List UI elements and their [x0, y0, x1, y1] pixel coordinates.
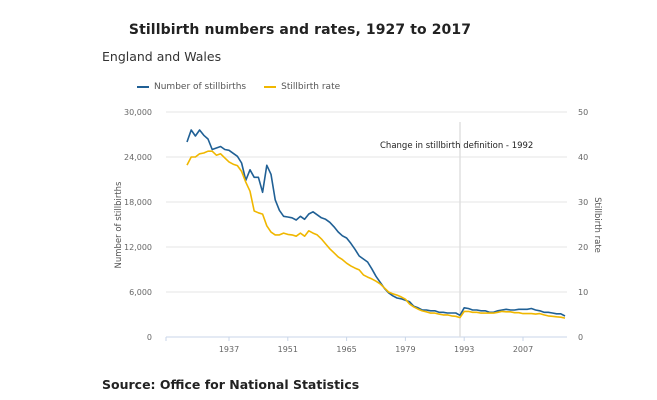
y2-axis-label: Stillbirth rate: [592, 197, 602, 253]
legend-swatch-yellow: [264, 86, 277, 88]
x-tick-label: 1965: [336, 345, 356, 354]
annotation-layer: Change in stillbirth definition - 1992: [380, 122, 533, 337]
source-note: Source: Office for National Statistics: [102, 377, 360, 392]
x-axis-ticks: 1937 1951 1965 1979 1993 2007: [165, 337, 533, 354]
x-tick-label: 1993: [454, 345, 474, 354]
left-axis-ticks: 0 6,000 12,000 18,000 24,000 30,000: [124, 108, 152, 342]
series-line-number-of-stillbirths: [186, 129, 566, 317]
y-tick-label: 24,000: [124, 153, 152, 162]
y2-tick-label: 50: [578, 108, 588, 117]
y2-tick-label: 20: [578, 243, 588, 252]
legend-item-stillbirth-rate[interactable]: Stillbirth rate: [264, 82, 340, 92]
legend-item-number-of-stillbirths[interactable]: Number of stillbirths: [137, 82, 246, 92]
legend: Number of stillbirths Stillbirth rate: [137, 82, 358, 92]
x-tick-label: 1937: [219, 345, 239, 354]
y-tick-label: 12,000: [124, 243, 152, 252]
series-lines: [186, 129, 566, 319]
legend-label: Stillbirth rate: [281, 82, 341, 92]
chart-subtitle: England and Wales: [102, 49, 222, 64]
y2-tick-label: 40: [578, 153, 588, 162]
x-tick-label: 2007: [513, 345, 533, 354]
y-tick-label: 6,000: [129, 288, 152, 297]
chart-title: Stillbirth numbers and rates, 1927 to 20…: [128, 22, 472, 38]
y2-tick-label: 30: [578, 198, 588, 207]
series-line-stillbirth-rate: [186, 150, 566, 319]
x-tick-label: 1951: [278, 345, 298, 354]
gridlines: [166, 111, 567, 338]
right-axis-ticks: 0 10 20 30 40 50: [578, 108, 588, 342]
legend-swatch-blue: [137, 86, 149, 88]
y2-tick-label: 10: [578, 288, 588, 297]
y-axis-label: Number of stillbirths: [114, 181, 124, 269]
annotation-text: Change in stillbirth definition - 1992: [380, 141, 533, 151]
y2-tick-label: 0: [578, 333, 583, 342]
y-tick-label: 30,000: [124, 108, 152, 117]
legend-label: Number of stillbirths: [154, 82, 247, 92]
y-tick-label: 18,000: [124, 198, 152, 207]
y-tick-label: 0: [147, 333, 152, 342]
x-tick-label: 1979: [395, 345, 415, 354]
